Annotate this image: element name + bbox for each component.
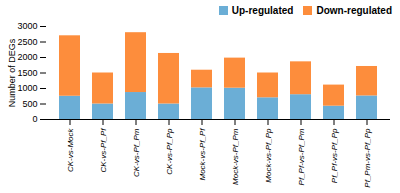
svg-text:CK-vs-Pf_Pp: CK-vs-Pf_Pp (165, 128, 174, 175)
html-text:Up-regulated: Up-regulated (231, 5, 294, 16)
html-text:Down-regulated: Down-regulated (316, 5, 392, 16)
svg-text:0: 0 (32, 114, 37, 124)
svg-text:Mock-vs-Pf_Pp: Mock-vs-Pf_Pp (264, 128, 273, 183)
svg-text:Pf_Pf-vs-Pf_Pm: Pf_Pf-vs-Pf_Pm (297, 128, 306, 185)
svg-text:1000: 1000 (17, 83, 37, 93)
svg-text:1500: 1500 (17, 68, 37, 78)
svg-text:Pf_Pf-vs-Pf_Pp: Pf_Pf-vs-Pf_Pp (330, 128, 339, 183)
svg-text:CK-vs-Pf_Pf: CK-vs-Pf_Pf (99, 128, 108, 173)
svg-text:Mock-vs-Pf_Pm: Mock-vs-Pf_Pm (231, 128, 240, 185)
svg-text:2000: 2000 (17, 52, 37, 62)
svg-text:CK-vs-Mock: CK-vs-Mock (66, 128, 75, 173)
svg-text:2500: 2500 (17, 37, 37, 47)
svg-text:3000: 3000 (17, 21, 37, 31)
svg-text:CK-vs-Pf_Pm: CK-vs-Pf_Pm (132, 128, 141, 177)
svg-text:500: 500 (22, 99, 37, 109)
svg-text:Number of DEGs: Number of DEGs (7, 38, 17, 107)
svg-text:Pf_Pm-vs-Pf_Pp: Pf_Pm-vs-Pf_Pp (363, 128, 372, 188)
svg-text:Mock-vs-Pf_Pf: Mock-vs-Pf_Pf (198, 128, 207, 181)
